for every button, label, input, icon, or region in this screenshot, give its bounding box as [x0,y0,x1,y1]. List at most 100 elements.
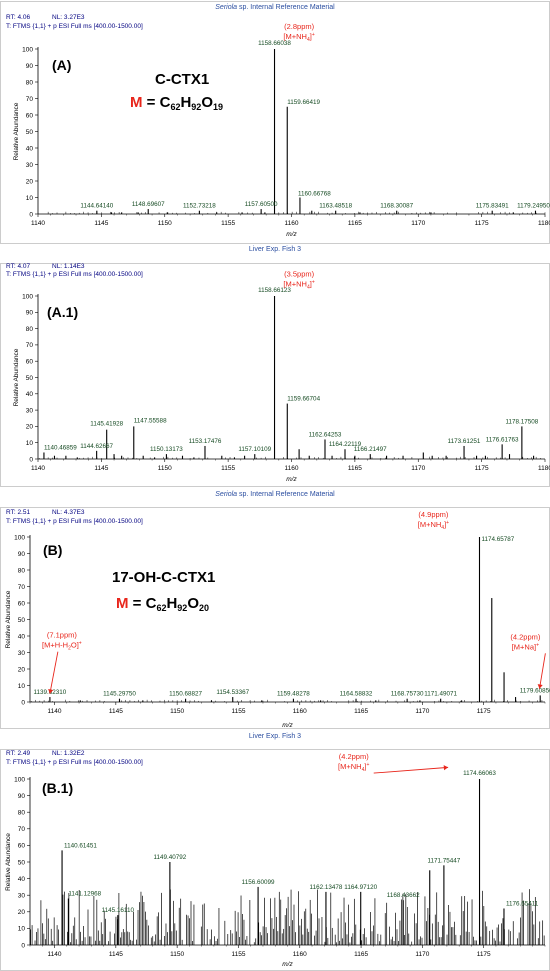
x-tick-label: 1150 [158,465,172,472]
y-tick-label: 90 [18,551,26,558]
peak-label: 1168.30087 [380,203,413,210]
y-tick-label: 20 [18,666,26,673]
y-tick-label: 80 [26,79,34,86]
ion-superscript: + [536,642,539,648]
formula-c-count: 62 [156,603,166,613]
peak-label: 1175.83491 [476,203,509,210]
nl-text: NL: 3.27E3 [52,14,85,21]
y-tick-label: 90 [26,310,34,317]
x-axis-label: m/z [286,476,297,483]
ion-subscript: 4 [307,284,310,290]
x-tick-label: 1155 [231,708,245,715]
formula-o-count: 20 [199,603,209,613]
y-tick-label: 10 [26,195,34,202]
y-tick-label: 80 [18,810,26,817]
peak-label: 1179.24950 [517,203,550,210]
x-axis-label: m/z [286,231,297,238]
y-tick-label: 30 [18,650,26,657]
annotation-ion: [M+H-H2O]+ [42,641,82,652]
peak-label: 1141.12968 [68,891,101,898]
peak-label: 1156.60099 [242,879,275,886]
peak-label: 1159.66419 [287,99,320,106]
panel-caption: Seriola sp. Internal Reference Material [215,491,335,498]
formula-c-count: 62 [170,102,180,112]
peak-label: 1153.17476 [189,438,222,445]
y-tick-label: 60 [26,112,34,119]
x-axis-label: m/z [282,961,293,968]
scan-filter-text: T: FTMS {1,1} + p ESI Full ms [400.00-15… [6,23,143,30]
y-tick-label: 60 [18,843,26,850]
annotation-arrow-head [537,684,543,689]
y-tick-label: 100 [14,776,25,783]
x-tick-label: 1175 [477,708,491,715]
peak-label: 1178.17508 [505,418,538,425]
x-tick-label: 1165 [348,465,362,472]
formula-c: = C [143,94,171,111]
formula-o: O [187,595,199,612]
y-tick-label: 40 [26,391,34,398]
compound-name: 17-OH-C-CTX1 [112,569,215,586]
caption-text: sp. Internal Reference Material [237,4,335,11]
y-tick-label: 40 [26,145,34,152]
formula-c: = C [129,595,157,612]
ion-prefix: [M+H-H [42,641,68,650]
peak-label: 1174.65787 [481,536,514,543]
y-tick-label: 90 [26,63,34,70]
peak-label: 1162.64253 [309,431,342,438]
y-tick-label: 40 [18,633,26,640]
peak-label: 1150.68827 [169,691,202,698]
x-tick-label: 1140 [48,951,62,958]
y-tick-label: 100 [22,293,33,300]
spectrum-panel-4: Liver Exp. Fish 3 RT: 2.49 NL: 1.32E2 T: FT… [0,733,550,971]
ion-suffix: O] [71,641,79,650]
y-tick-label: 100 [14,534,25,541]
panel-frame [0,507,550,729]
ion-suffix: ] [310,32,312,41]
y-tick-label: 100 [22,46,33,53]
annotation-arrow-head [443,765,449,771]
y-tick-label: 90 [18,793,26,800]
x-tick-label: 1180 [538,465,550,472]
y-tick-label: 0 [21,942,25,949]
annotation-arrow-line [49,651,59,694]
peak-label: 1159.66704 [287,396,320,403]
peak-label: 1154.53367 [216,689,249,696]
x-tick-label: 1165 [354,708,368,715]
ion-suffix: ] [364,762,366,771]
ion-prefix: [M+NH [283,279,307,288]
molecular-formula: M = C62H92O20 [116,595,209,613]
y-tick-label: 40 [18,876,26,883]
peak-label: 1157.10109 [238,446,271,453]
peak-label: 1158.66123 [258,287,291,294]
annotation-ppm: (4.2ppm) [339,752,370,761]
x-tick-label: 1150 [170,951,184,958]
annotation-ppm: (7.1ppm) [47,631,78,640]
peak-label: 1144.64140 [80,203,113,210]
peak-label: 1149.40792 [153,854,186,861]
y-tick-label: 20 [26,178,34,185]
ion-subscript: 2 [68,646,71,652]
y-tick-label: 70 [18,826,26,833]
x-tick-label: 1145 [94,465,108,472]
y-tick-label: 0 [21,699,25,706]
compound-name: C-CTX1 [155,71,209,88]
ion-subscript: 4 [307,37,310,43]
nl-text: NL: 1.14E3 [52,263,85,270]
rt-text: RT: 4.06 [6,14,30,21]
peak-label: 1145.16110 [102,907,135,914]
x-tick-label: 1145 [109,708,123,715]
y-tick-label: 10 [26,440,34,447]
annotation-arrow-line [373,766,449,774]
x-tick-label: 1180 [538,220,550,227]
panel-label: (B) [43,542,62,558]
x-tick-label: 1175 [475,465,489,472]
y-tick-label: 50 [26,129,34,136]
panel-label: (B.1) [42,780,73,796]
formula-m: M [130,94,143,111]
annotation-ion: [M+NH4]+ [418,520,449,531]
annotation-arrow-line [539,653,546,689]
peak-label: 1140.61451 [64,842,97,849]
ion-prefix: [M+NH [283,32,307,41]
x-tick-label: 1175 [475,220,489,227]
